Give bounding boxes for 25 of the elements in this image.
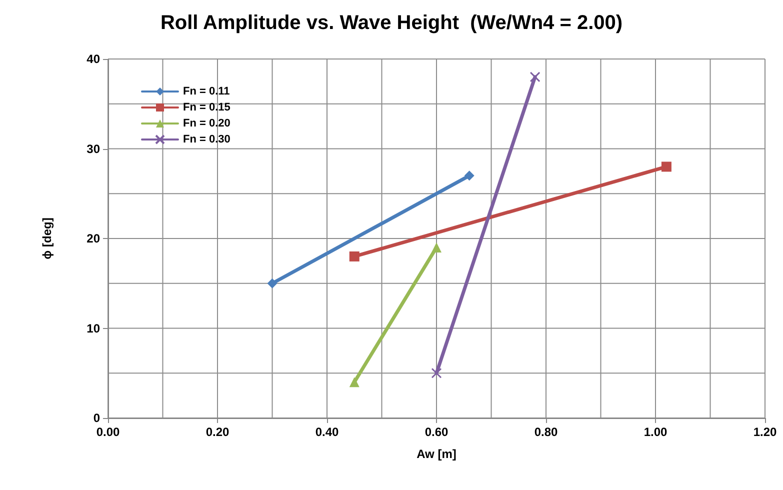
x-tick-label: 1.00 bbox=[644, 425, 668, 439]
x-axis-title: Aw [m] bbox=[416, 447, 456, 461]
point bbox=[267, 278, 278, 288]
y-tick-label: 40 bbox=[86, 52, 100, 66]
point bbox=[431, 368, 442, 378]
y-tick-label: 0 bbox=[93, 411, 100, 425]
point bbox=[349, 251, 360, 262]
point bbox=[530, 72, 540, 82]
legend-label: Fn = 0.20 bbox=[183, 118, 230, 130]
chart-title: Roll Amplitude vs. Wave Height (We/Wn4 = 2.00) bbox=[160, 12, 623, 34]
point bbox=[464, 170, 474, 181]
point bbox=[661, 162, 672, 172]
y-tick-label: 10 bbox=[86, 321, 100, 336]
x-tick-label: 0.80 bbox=[534, 425, 558, 439]
legend-label: Fn = 0.30 bbox=[183, 134, 230, 146]
x-tick-label: 0.20 bbox=[206, 425, 230, 439]
x-tick-label: 0.40 bbox=[315, 425, 339, 439]
x-tick-label: 0.60 bbox=[424, 425, 448, 439]
x-tick-label: 1.20 bbox=[753, 425, 777, 439]
x-tick-label: 0.00 bbox=[96, 425, 120, 439]
y-tick-label: 20 bbox=[86, 232, 100, 246]
y-axis-title: ϕ [deg] bbox=[40, 218, 54, 260]
legend-label: Fn = 0.11 bbox=[183, 86, 230, 98]
legend-label: Fn = 0.15 bbox=[183, 102, 230, 114]
y-tick-label: 30 bbox=[86, 142, 100, 156]
